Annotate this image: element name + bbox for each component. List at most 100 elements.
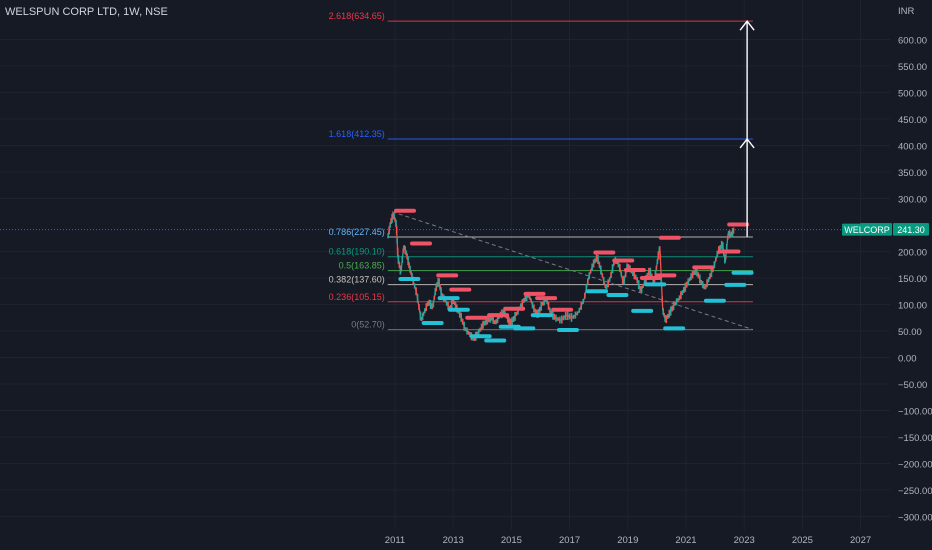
swing-low-marker — [731, 270, 754, 275]
candle — [601, 273, 604, 278]
fib-level-label: 0(52.70) — [351, 320, 385, 330]
candle — [672, 301, 675, 311]
candle — [482, 320, 484, 329]
candle — [479, 327, 481, 332]
candle — [480, 323, 483, 331]
candle — [438, 278, 440, 288]
candle — [435, 283, 438, 292]
swing-low-marker — [447, 307, 470, 312]
candle — [674, 301, 676, 306]
candle — [613, 259, 615, 266]
candle — [668, 309, 671, 318]
x-tick-label: 2021 — [675, 535, 696, 546]
candle — [404, 246, 406, 255]
x-tick-label: 2025 — [792, 535, 813, 546]
candle — [727, 230, 730, 236]
candle — [428, 299, 430, 306]
candle — [436, 282, 438, 288]
candle — [395, 219, 397, 227]
candle — [726, 235, 729, 240]
candle — [680, 291, 682, 300]
candle — [694, 266, 697, 275]
candle — [540, 301, 543, 311]
price-badges: Post242.50WELCORP241.30 — [842, 222, 929, 236]
candle — [697, 272, 700, 279]
candle — [561, 315, 563, 324]
price-axis[interactable]: 600.00 550.00 500.00 450.00 400.00 350.00 300.… — [898, 6, 932, 524]
candle — [725, 244, 728, 252]
swing-low-marker — [437, 296, 460, 301]
y-tick-label: 450.00 — [898, 115, 927, 126]
x-tick-label: 2011 — [385, 535, 405, 546]
candle — [434, 288, 437, 296]
swing-low-marker — [556, 327, 579, 332]
candle — [413, 283, 416, 289]
candle — [578, 307, 581, 313]
candle — [521, 299, 524, 308]
swing-high-marker — [487, 313, 510, 318]
candle — [618, 263, 621, 272]
candle — [424, 308, 426, 314]
y-tick-label: −250.00 — [898, 486, 932, 497]
swing-high-marker — [394, 208, 416, 213]
candle — [691, 270, 694, 279]
candle — [531, 301, 534, 309]
candle — [422, 311, 425, 316]
candle — [687, 278, 689, 286]
candle — [699, 274, 701, 284]
candle — [584, 292, 586, 299]
candle — [607, 279, 609, 288]
candle — [391, 213, 393, 223]
candle — [597, 254, 599, 264]
candle — [549, 307, 551, 313]
arrow-head — [739, 19, 755, 31]
candle — [564, 311, 567, 320]
candle — [464, 327, 467, 332]
badge-name: WELCORP — [844, 225, 890, 235]
candle — [541, 301, 544, 306]
swing-high-marker — [654, 273, 677, 278]
candle — [553, 313, 556, 320]
candle — [407, 256, 409, 266]
y-tick-label: 100.00 — [898, 301, 927, 312]
time-axis[interactable]: 2011 2013 2015 2017 2019 2021 2023 2025 2027 — [385, 535, 871, 546]
candle — [678, 295, 681, 301]
candle — [452, 297, 455, 305]
candle — [399, 265, 402, 275]
swing-high-marker — [523, 291, 546, 296]
candle — [731, 228, 734, 238]
candle — [662, 308, 665, 316]
candle — [559, 316, 561, 324]
candle — [648, 267, 650, 276]
candle — [509, 319, 511, 325]
candle — [652, 276, 655, 286]
candle — [493, 320, 496, 325]
candle — [588, 272, 591, 280]
candle — [406, 253, 408, 260]
candle — [713, 261, 716, 269]
swing-high-marker — [727, 222, 750, 227]
candle — [392, 212, 394, 219]
candle — [552, 310, 554, 320]
candle — [496, 315, 499, 324]
candle — [445, 300, 448, 306]
y-tick-label: 200.00 — [898, 248, 927, 259]
candle — [716, 250, 719, 258]
candle — [555, 314, 557, 322]
candle — [585, 284, 588, 294]
candle — [415, 287, 417, 296]
candle — [508, 316, 510, 325]
fib-level-label: 0.618(190.10) — [329, 247, 385, 257]
candle — [421, 312, 424, 320]
candle — [715, 257, 717, 262]
x-tick-label: 2013 — [443, 535, 464, 546]
candle — [570, 312, 573, 322]
candle — [425, 303, 428, 312]
candle — [633, 271, 636, 280]
candle — [557, 317, 559, 322]
candle — [604, 283, 607, 288]
candle — [576, 311, 579, 316]
candle — [394, 217, 396, 222]
candle — [437, 277, 439, 286]
